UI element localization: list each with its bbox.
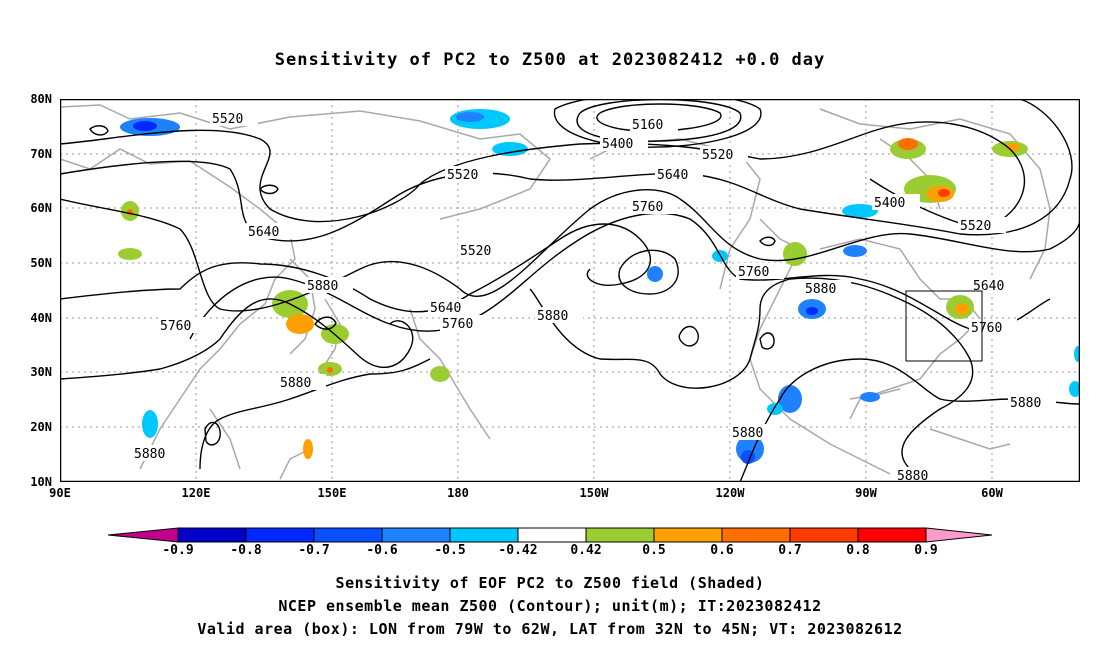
lon-label-180: 180	[447, 486, 469, 500]
contour-label: 5640	[973, 279, 1004, 294]
contour-label: 5760	[632, 200, 663, 215]
map-canvas: 5160 5400 5520 5520 5520 5520 5640 5640 …	[60, 99, 1080, 482]
colorbar-label: 0.6	[710, 543, 734, 558]
colorbar-low-triangle	[108, 527, 179, 543]
contour-label: 5760	[971, 321, 1002, 336]
contour-label: 5880	[307, 279, 338, 294]
contour-label: 5760	[160, 319, 191, 334]
contour-label: 5880	[805, 282, 836, 297]
contour-labels: 5160 5400 5520 5520 5520 5520 5640 5640 …	[132, 110, 1056, 482]
contour-label: 5640	[657, 168, 688, 183]
colorbar-label: 0.7	[778, 543, 802, 558]
colorbar-bin	[585, 527, 655, 543]
lon-label-120e: 120E	[181, 486, 211, 500]
lon-label-150w: 150W	[579, 486, 609, 500]
contour-label: 5880	[732, 426, 763, 441]
contour-label: 5520	[460, 244, 491, 259]
colorbar	[108, 527, 992, 543]
colorbar-label: 0.5	[642, 543, 666, 558]
colorbar-label: -0.6	[366, 543, 398, 558]
caption-contour: NCEP ensemble mean Z500 (Contour); unit(…	[278, 597, 822, 615]
lat-label-50n: 50N	[30, 256, 52, 270]
contour-label: 5640	[430, 301, 461, 316]
lat-label-80n: 80N	[30, 92, 52, 106]
lon-label-150e: 150E	[317, 486, 347, 500]
contour-label: 5880	[280, 376, 311, 391]
lat-label-10n: 10N	[30, 475, 52, 489]
caption-shading: Sensitivity of EOF PC2 to Z500 field (Sh…	[335, 574, 765, 592]
lon-label-60w: 60W	[981, 486, 1003, 500]
contour-label: 5880	[1010, 396, 1041, 411]
contour-label: 5880	[537, 309, 568, 324]
colorbar-bin	[653, 527, 723, 543]
lat-label-30n: 30N	[30, 365, 52, 379]
colorbar-bin	[721, 527, 791, 543]
valid-area-box	[905, 290, 983, 362]
contour-label: 5520	[447, 168, 478, 183]
colorbar-label: -0.9	[162, 543, 194, 558]
colorbar-bin	[245, 527, 315, 543]
contour-label: 5760	[738, 265, 769, 280]
lon-label-120w: 120W	[715, 486, 745, 500]
colorbar-label: 0.42	[570, 543, 602, 558]
colorbar-high-triangle	[925, 527, 992, 543]
map-title: Sensitivity of PC2 to Z500 at 2023082412…	[274, 50, 826, 70]
contour-label: 5160	[632, 118, 663, 133]
lat-label-40n: 40N	[30, 311, 52, 325]
contour-5160	[596, 103, 722, 132]
colorbar-label: -0.5	[434, 543, 466, 558]
colorbar-bin	[177, 527, 247, 543]
colorbar-bin	[449, 527, 519, 543]
lat-label-70n: 70N	[30, 147, 52, 161]
map-frame	[60, 99, 1080, 482]
colorbar-label: -0.8	[230, 543, 262, 558]
lon-label-90w: 90W	[855, 486, 877, 500]
contour-label: 5880	[134, 447, 165, 462]
contour-label: 5400	[874, 196, 905, 211]
colorbar-bin	[381, 527, 451, 543]
caption-valid-area: Valid area (box): LON from 79W to 62W, L…	[197, 620, 903, 638]
colorbar-bin	[857, 527, 927, 543]
colorbar-label: 0.8	[846, 543, 870, 558]
coastlines	[60, 104, 1051, 480]
lat-label-60n: 60N	[30, 201, 52, 215]
colorbar-bin	[517, 527, 587, 543]
colorbar-label: -0.42	[498, 543, 538, 558]
contour-label: 5520	[960, 219, 991, 234]
colorbar-label: -0.7	[298, 543, 330, 558]
contour-label: 5640	[248, 225, 279, 240]
contour-label: 5760	[442, 317, 473, 332]
contour-label: 5520	[702, 148, 733, 163]
lon-label-90e: 90E	[49, 486, 71, 500]
contour-label: 5400	[602, 137, 633, 152]
contour-label: 5520	[212, 112, 243, 127]
colorbar-bin	[789, 527, 859, 543]
colorbar-label: 0.9	[914, 543, 938, 558]
colorbar-bin	[313, 527, 383, 543]
sensitivity-shading	[118, 109, 1080, 464]
lat-label-20n: 20N	[30, 420, 52, 434]
contour-label: 5880	[897, 469, 928, 482]
